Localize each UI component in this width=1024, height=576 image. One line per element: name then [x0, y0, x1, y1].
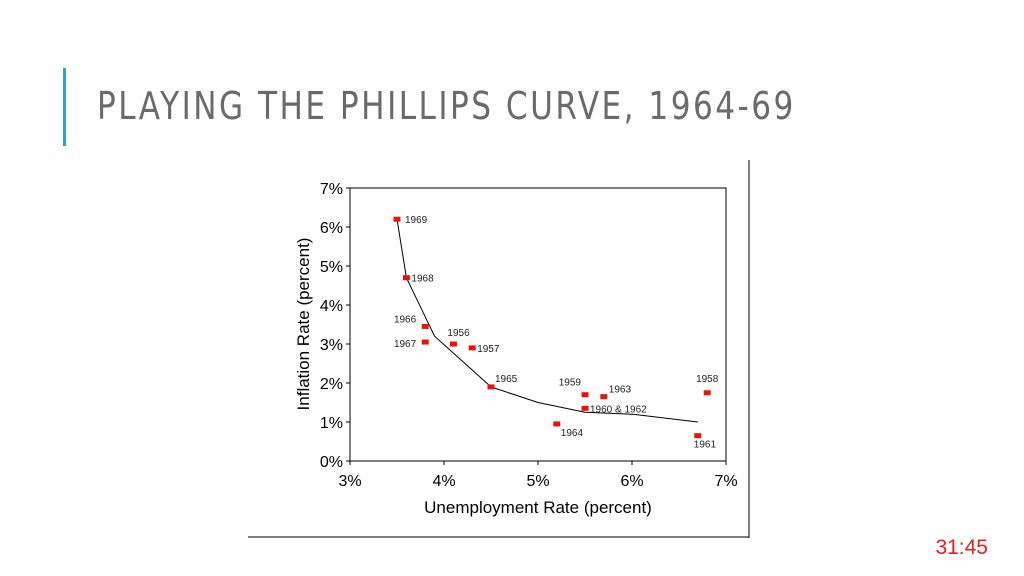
- x-tick-label: 5%: [526, 473, 549, 490]
- data-point-label: 1963: [609, 385, 632, 396]
- data-point-label: 1969: [405, 215, 428, 226]
- y-tick-label: 5%: [320, 259, 343, 276]
- data-point-label: 1968: [411, 274, 434, 285]
- data-point-marker: [421, 339, 429, 345]
- data-points: 1969 1968 1966 1967 1956 1957 1965 1959 1963 1958…: [393, 215, 719, 451]
- slide-number: 31:45: [935, 536, 988, 559]
- y-tick-label: 3%: [320, 337, 343, 354]
- data-point-label: 1958: [696, 374, 719, 385]
- phillips-curve-chart: 0% 1% 2% 3% 4% 5% 6% 7% 3% 4% 5% 6% 7% 1969 1968 1966…: [248, 160, 750, 538]
- x-tick-label: 7%: [714, 473, 737, 490]
- data-point-marker: [694, 433, 702, 439]
- data-point-marker: [468, 345, 476, 351]
- data-point-marker: [421, 323, 429, 329]
- data-point-marker: [402, 275, 410, 281]
- data-point-marker: [581, 392, 589, 398]
- y-axis-label: Inflation Rate (percent): [294, 238, 313, 411]
- data-point-marker: [449, 341, 457, 347]
- y-axis: 0% 1% 2% 3% 4% 5% 6% 7%: [320, 181, 350, 471]
- slide-title: PLAYING THE PHILLIPS CURVE, 1964-69: [97, 84, 796, 128]
- data-point-label: 1960 & 1962: [590, 404, 647, 415]
- x-axis-label: Unemployment Rate (percent): [424, 498, 652, 517]
- y-tick-label: 0%: [320, 454, 343, 471]
- data-point-label: 1964: [561, 428, 584, 439]
- x-tick-label: 3%: [338, 473, 361, 490]
- phillips-curve-line: [396, 219, 698, 423]
- data-point-marker: [581, 405, 589, 411]
- y-tick-label: 1%: [320, 415, 343, 432]
- data-point-label: 1957: [477, 344, 500, 355]
- data-point-label: 1967: [394, 339, 417, 350]
- data-point-marker: [600, 394, 608, 400]
- data-point-marker: [553, 421, 561, 427]
- data-point-label: 1956: [447, 328, 470, 339]
- data-point-marker: [487, 384, 495, 390]
- x-axis: 3% 4% 5% 6% 7%: [338, 461, 738, 490]
- x-tick-label: 6%: [620, 473, 643, 490]
- x-tick-label: 4%: [432, 473, 455, 490]
- data-point-marker: [703, 390, 711, 396]
- data-point-marker: [393, 216, 401, 222]
- data-point-label: 1966: [394, 314, 417, 325]
- y-tick-label: 6%: [320, 220, 343, 237]
- data-point-label: 1961: [694, 440, 717, 451]
- y-tick-label: 2%: [320, 376, 343, 393]
- y-tick-label: 7%: [320, 181, 343, 198]
- data-point-label: 1959: [559, 378, 582, 389]
- y-tick-label: 4%: [320, 298, 343, 315]
- title-accent-bar: [63, 68, 66, 146]
- data-point-label: 1965: [495, 374, 518, 385]
- chart-svg: 0% 1% 2% 3% 4% 5% 6% 7% 3% 4% 5% 6% 7% 1969 1968 1966…: [248, 160, 750, 538]
